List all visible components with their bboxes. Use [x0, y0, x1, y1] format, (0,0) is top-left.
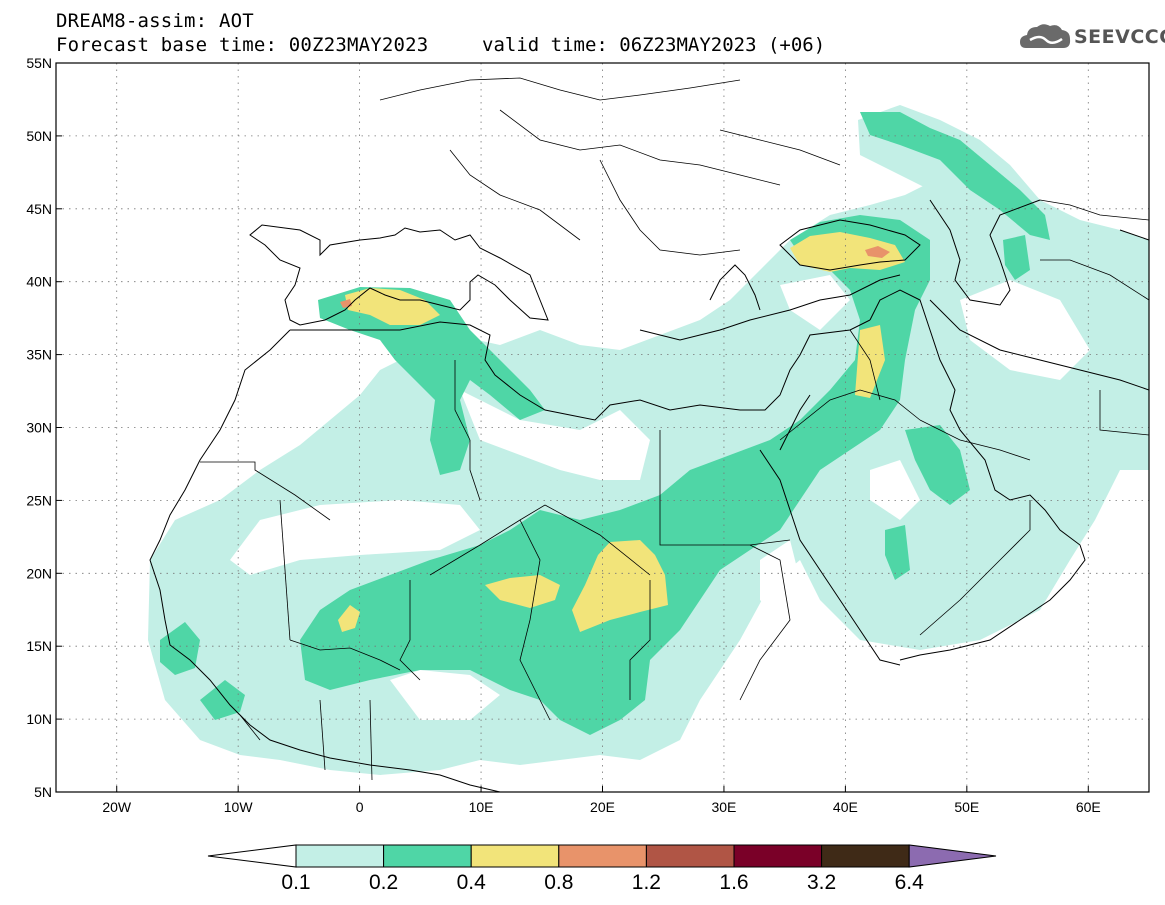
lat-label: 10N	[26, 711, 52, 727]
lat-label: 35N	[26, 347, 52, 363]
lat-label: 30N	[26, 420, 52, 436]
lon-label: 30E	[711, 799, 736, 815]
lon-label: 60E	[1076, 799, 1101, 815]
longitude-labels: 20W 10W 0 10E 20E 30E 40E 50E 60E	[102, 786, 1101, 815]
lat-label: 45N	[26, 201, 52, 217]
forecast-base-time: Forecast base time: 00Z23MAY2023	[56, 34, 429, 56]
colorbar-segment	[383, 844, 472, 868]
lon-label: 20W	[102, 799, 132, 815]
country-borders	[200, 77, 1149, 781]
colorbar-label: 0.4	[457, 871, 487, 894]
colorbar-label: 6.4	[895, 871, 925, 894]
aot-level-0-1	[148, 170, 1149, 775]
colorbar: 0.1 0.2 0.4 0.8 1.2 1.6 3.2 6.4	[207, 844, 997, 894]
colorbar-label: 0.2	[369, 871, 398, 894]
lon-label: 10W	[224, 799, 254, 815]
cloud-icon	[1020, 24, 1071, 48]
colorbar-segment	[558, 844, 647, 868]
lat-label: 20N	[26, 565, 52, 581]
aot-level-0-4	[345, 288, 440, 325]
lat-label: 5N	[34, 784, 52, 800]
colorbar-segment	[821, 844, 910, 868]
lat-label: 15N	[26, 638, 52, 654]
lat-label: 40N	[26, 274, 52, 290]
lat-label: 55N	[26, 55, 52, 71]
colorbar-low-extend	[207, 844, 297, 868]
graticule	[56, 63, 1149, 792]
colorbar-high-extend	[908, 844, 997, 868]
lon-label: 20E	[590, 799, 615, 815]
colorbar-label: 3.2	[807, 871, 836, 894]
aot-level-0-2	[300, 215, 930, 735]
colorbar-segment	[295, 844, 385, 868]
lon-label: 40E	[833, 799, 858, 815]
lat-label: 50N	[26, 128, 52, 144]
colorbar-label: 0.8	[544, 871, 573, 894]
coastlines	[149, 199, 1149, 792]
lon-label: 10E	[469, 799, 494, 815]
aot-field	[148, 105, 1149, 775]
colorbar-label: 1.2	[632, 871, 661, 894]
colorbar-segment	[645, 844, 735, 868]
latitude-labels: 55N 50N 45N 40N 35N 30N 25N 20N 15N 10N 5N	[26, 55, 62, 800]
seevccc-logo: SEEVCCC	[1018, 20, 1165, 56]
colorbar-segment	[733, 844, 823, 868]
colorbar-label: 1.6	[719, 871, 748, 894]
lon-label: 50E	[954, 799, 979, 815]
valid-time: valid time: 06Z23MAY2023 (+06)	[482, 34, 826, 56]
logo-text: SEEVCCC	[1074, 26, 1165, 48]
colorbar-label: 0.1	[281, 871, 310, 894]
map-title: DREAM8-assim: AOT	[56, 10, 254, 32]
lat-label: 25N	[26, 492, 52, 508]
colorbar-segment	[470, 844, 560, 868]
lon-label: 0	[356, 799, 364, 815]
